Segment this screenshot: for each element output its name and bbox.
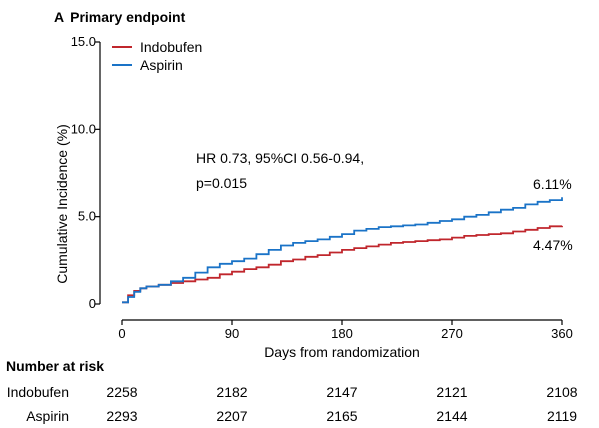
risk-value: 2147 — [326, 384, 358, 400]
y-tick-label: 0 — [89, 296, 96, 311]
y-tick-label: 15.0 — [71, 34, 96, 49]
legend-label-indobufen: Indobufen — [140, 39, 203, 55]
x-tick-label: 270 — [441, 326, 463, 341]
p-value-annotation: p=0.015 — [196, 175, 247, 191]
x-axis-label: Days from randomization — [264, 344, 420, 360]
risk-value: 2258 — [106, 384, 138, 400]
legend-swatch-aspirin — [112, 64, 132, 66]
y-tick-label: 5.0 — [78, 209, 96, 224]
risk-value: 2121 — [436, 384, 468, 400]
risk-value: 2119 — [546, 408, 578, 424]
legend-item-indobufen: Indobufen — [112, 38, 202, 56]
x-tick-label: 180 — [331, 326, 353, 341]
x-tick-label: 360 — [551, 326, 573, 341]
x-tick-label: 90 — [225, 326, 239, 341]
risk-value: 2108 — [546, 384, 578, 400]
panel-title-text: Primary endpoint — [70, 9, 186, 25]
panel-letter: A — [54, 9, 65, 25]
aspirin-end-label: 6.11% — [533, 176, 572, 192]
risk-row-aspirin: Aspirin 2293 2207 2165 2144 2119 — [0, 408, 599, 426]
panel-title: A Primary endpoint — [54, 9, 185, 25]
series-line-indobufen — [122, 225, 563, 304]
risk-value: 2144 — [436, 408, 468, 424]
x-tick-label: 0 — [118, 326, 125, 341]
legend-swatch-indobufen — [112, 46, 132, 48]
indobufen-end-label: 4.47% — [533, 237, 573, 253]
y-tick-label: 10.0 — [71, 121, 96, 136]
risk-value: 2207 — [216, 408, 248, 424]
legend-label-aspirin: Aspirin — [140, 57, 183, 73]
risk-row-label: Indobufen — [6, 384, 69, 400]
y-axis-label: Cumulative Incidence (%) — [54, 124, 70, 284]
series-line-aspirin — [122, 197, 563, 304]
hazard-ratio-annotation: HR 0.73, 95%CI 0.56-0.94, — [196, 150, 365, 166]
risk-value: 2182 — [216, 384, 248, 400]
risk-table-title: Number at risk — [6, 358, 105, 374]
risk-value: 2165 — [326, 408, 358, 424]
risk-row-label: Aspirin — [26, 408, 69, 424]
legend: Indobufen Aspirin — [112, 38, 202, 74]
risk-value: 2293 — [106, 408, 138, 424]
legend-item-aspirin: Aspirin — [112, 56, 202, 74]
risk-row-indobufen: Indobufen 2258 2182 2147 2121 2108 — [0, 384, 599, 402]
